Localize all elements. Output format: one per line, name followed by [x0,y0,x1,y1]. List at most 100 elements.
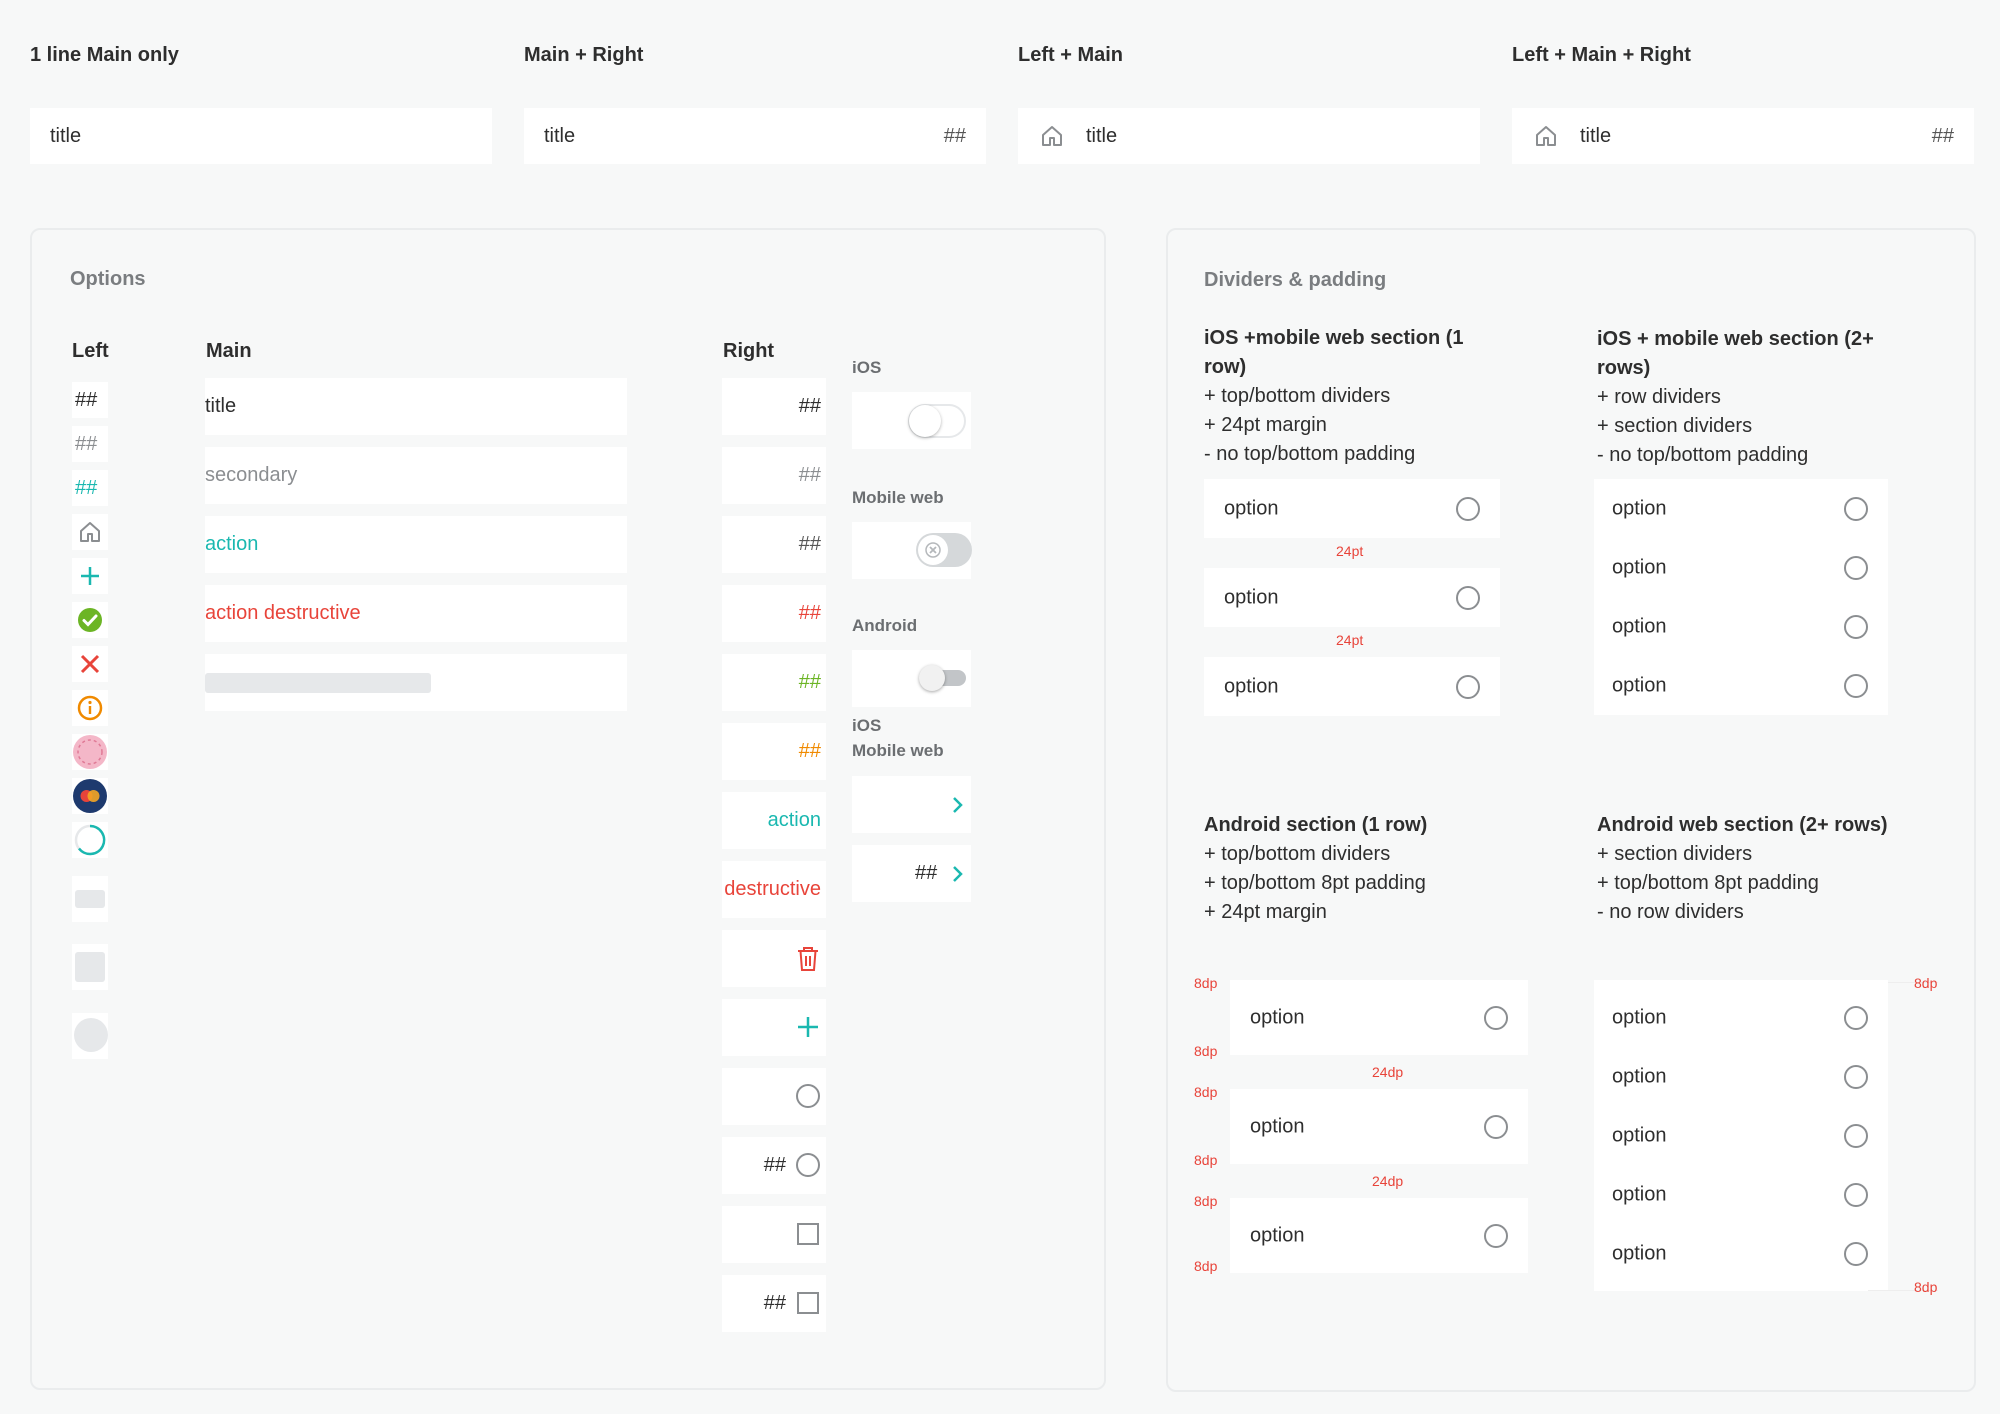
option-label: option [1250,1224,1305,1246]
checkbox[interactable] [797,1223,819,1245]
ios-multi-description: iOS + mobile web section (2+ rows) + row… [1597,325,1874,470]
right-option-red: ## [722,585,826,642]
android-single-note: + top/bottom dividers [1204,843,1391,865]
radio-button[interactable] [1456,674,1480,699]
radio-button[interactable] [796,1153,820,1177]
ios-multi-option-row[interactable]: option [1594,597,1888,656]
right-option-add[interactable] [722,999,826,1056]
radio-button[interactable] [1844,1241,1868,1266]
mobile-web-toggle-switch[interactable] [916,533,972,567]
option-label: option [1612,1183,1667,1205]
ios-single-note: - no top/bottom padding [1204,443,1416,465]
ios-single-note: + top/bottom dividers [1204,385,1391,407]
ios-multi-option-row[interactable]: option [1594,656,1888,715]
list-item-main-right[interactable]: title ## [524,108,986,164]
list-item-left-main-right[interactable]: title ## [1512,108,1974,164]
android-single-option-row[interactable]: option [1230,980,1528,1055]
chevron-row[interactable] [852,776,971,833]
radio-button[interactable] [1484,1223,1508,1248]
radio-button[interactable] [1844,1005,1868,1030]
right-option-value-radio[interactable]: ## [722,1137,826,1194]
chevron-value-row[interactable]: ## [852,845,971,902]
left-option-card-logo [72,778,108,814]
home-icon [1536,126,1556,146]
radio-button[interactable] [1844,614,1868,639]
radio-button[interactable] [1484,1114,1508,1139]
right-column-heading: Right [723,340,775,362]
android-multi-option-row[interactable]: option [1594,1106,1888,1165]
radio-button[interactable] [1456,585,1480,610]
trash-icon [798,947,818,971]
placeholder-shape [75,952,105,982]
option-label: option [1612,1006,1667,1028]
mastercard-logo-icon [73,779,107,813]
right-option-green: ## [722,654,826,711]
ios-single-option-row[interactable]: option [1204,657,1500,716]
ios-multi-heading-1: iOS + mobile web section (2+ [1597,328,1874,350]
list-item-left-main[interactable]: title [1018,108,1480,164]
mobile-web-toggle-row [852,522,972,579]
right-option-checkbox[interactable] [722,1206,826,1263]
radio-button[interactable] [1844,1064,1868,1089]
option-label: option [1612,1065,1667,1087]
right-option-orange: ## [722,723,826,780]
spacing-label: 24pt [1336,543,1364,559]
radio-button[interactable] [1456,496,1480,521]
spacing-label: 24dp [1372,1173,1404,1189]
right-option-destructive[interactable]: destructive [722,861,826,918]
radio-button[interactable] [1844,496,1868,521]
right-option-action[interactable]: action [722,792,826,849]
list-item-title: title [50,125,82,147]
toggle-knob [919,665,945,691]
left-option-spinner [72,822,108,858]
left-option-plus [72,558,108,594]
right-option-text: ## [722,378,826,435]
checkbox[interactable] [797,1292,819,1314]
padding-guide [1868,1290,1938,1291]
ios-single-option-row[interactable]: option [1204,568,1500,627]
option-label: option [1612,497,1667,519]
ios-single-option-row[interactable]: option [1204,479,1500,538]
android-multi-option-row[interactable]: option [1594,988,1888,1047]
main-option-action-destructive[interactable]: action destructive [205,585,627,642]
loading-placeholder-bar [205,673,431,693]
ios-multi-note: + section dividers [1597,415,1753,437]
right-option-value-checkbox[interactable]: ## [722,1275,826,1332]
radio-button[interactable] [1844,1123,1868,1148]
placeholder-shape [75,890,105,908]
radio-button[interactable] [1844,673,1868,698]
android-single-option-row[interactable]: option [1230,1089,1528,1164]
list-item-main-only[interactable]: title [30,108,492,164]
android-single-option-row[interactable]: option [1230,1198,1528,1273]
android-multi-option-row[interactable]: option [1594,1224,1888,1283]
left-column-heading: Left [72,340,109,362]
android-multi-option-row[interactable]: option [1594,1047,1888,1106]
chevron-right-icon [953,866,963,882]
variant-heading-main-right: Main + Right [524,44,644,66]
ios-single-description: iOS +mobile web section (1 row) + top/bo… [1204,324,1464,469]
android-multi-note: + top/bottom 8pt padding [1597,872,1819,894]
main-option-action[interactable]: action [205,516,627,573]
variant-heading-main-only: 1 line Main only [30,44,179,66]
radio-button[interactable] [796,1084,820,1108]
ios-multi-heading-2: rows) [1597,357,1651,379]
left-option-text: ## [72,382,108,418]
left-option-info [72,690,108,726]
ios-multi-option-row[interactable]: option [1594,538,1888,597]
radio-button[interactable] [1484,1005,1508,1030]
radio-button[interactable] [1844,555,1868,580]
left-option-check [72,602,108,638]
ios-toggle-row [852,392,971,449]
ios-toggle-switch[interactable] [908,404,966,438]
android-multi-option-row[interactable]: option [1594,1165,1888,1224]
variant-heading-left-main: Left + Main [1018,44,1124,66]
android-multi-description: Android web section (2+ rows) + section … [1597,811,1888,927]
ios-multi-option-row[interactable]: option [1594,479,1888,538]
radio-button[interactable] [1844,1182,1868,1207]
list-item-right-value: ## [943,125,966,147]
android-single-description: Android section (1 row) + top/bottom div… [1204,811,1427,927]
plus-icon [798,1017,818,1037]
android-single-note: + top/bottom 8pt padding [1204,872,1426,894]
right-option-delete[interactable] [722,930,826,987]
right-option-radio[interactable] [722,1068,826,1125]
